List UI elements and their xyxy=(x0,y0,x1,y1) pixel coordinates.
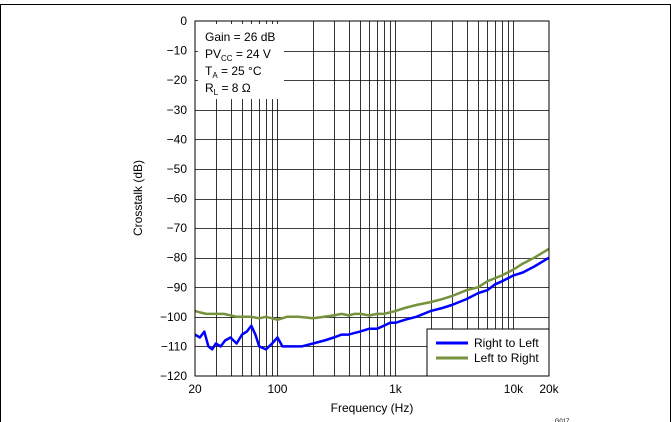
y-tick-label: −90 xyxy=(167,280,188,294)
y-tick-label: 0 xyxy=(180,14,187,28)
y-tick-label: −30 xyxy=(167,103,188,117)
y-tick-label: −50 xyxy=(167,162,188,176)
x-axis-title: Frequency (Hz) xyxy=(331,401,414,415)
y-axis-title: Crosstalk (dB) xyxy=(131,160,145,236)
x-tick-label: 100 xyxy=(267,382,287,396)
x-axis-ticks: 20 100 1k 10k 20k xyxy=(188,382,559,396)
x-tick-label: 20 xyxy=(188,382,202,396)
y-tick-label: −80 xyxy=(167,251,188,265)
y-tick-label: −20 xyxy=(167,73,188,87)
condition-line: PVCC = 24 V xyxy=(205,47,271,63)
condition-line: Gain = 26 dB xyxy=(205,30,275,44)
y-tick-label: −70 xyxy=(167,221,188,235)
y-tick-label: −110 xyxy=(161,339,187,353)
y-tick-label: −60 xyxy=(167,192,188,206)
y-tick-label: −10 xyxy=(167,44,188,58)
x-tick-label: 10k xyxy=(504,382,524,396)
legend: Right to Left Left to Right xyxy=(427,329,549,376)
legend-label-left-to-right: Left to Right xyxy=(474,351,539,365)
x-tick-label: 20k xyxy=(539,382,559,396)
y-tick-label: −40 xyxy=(167,132,188,146)
y-axis-ticks: 0 −10 −20 −30 −40 −50 −60 −70 −80 −90 −100 −110 −120 xyxy=(160,14,187,383)
condition-line: RL = 8 Ω xyxy=(205,81,251,97)
y-tick-label: −100 xyxy=(160,310,187,324)
legend-label-right-to-left: Right to Left xyxy=(474,336,539,350)
x-tick-label: 1k xyxy=(389,382,403,396)
y-tick-label: −120 xyxy=(160,369,187,383)
